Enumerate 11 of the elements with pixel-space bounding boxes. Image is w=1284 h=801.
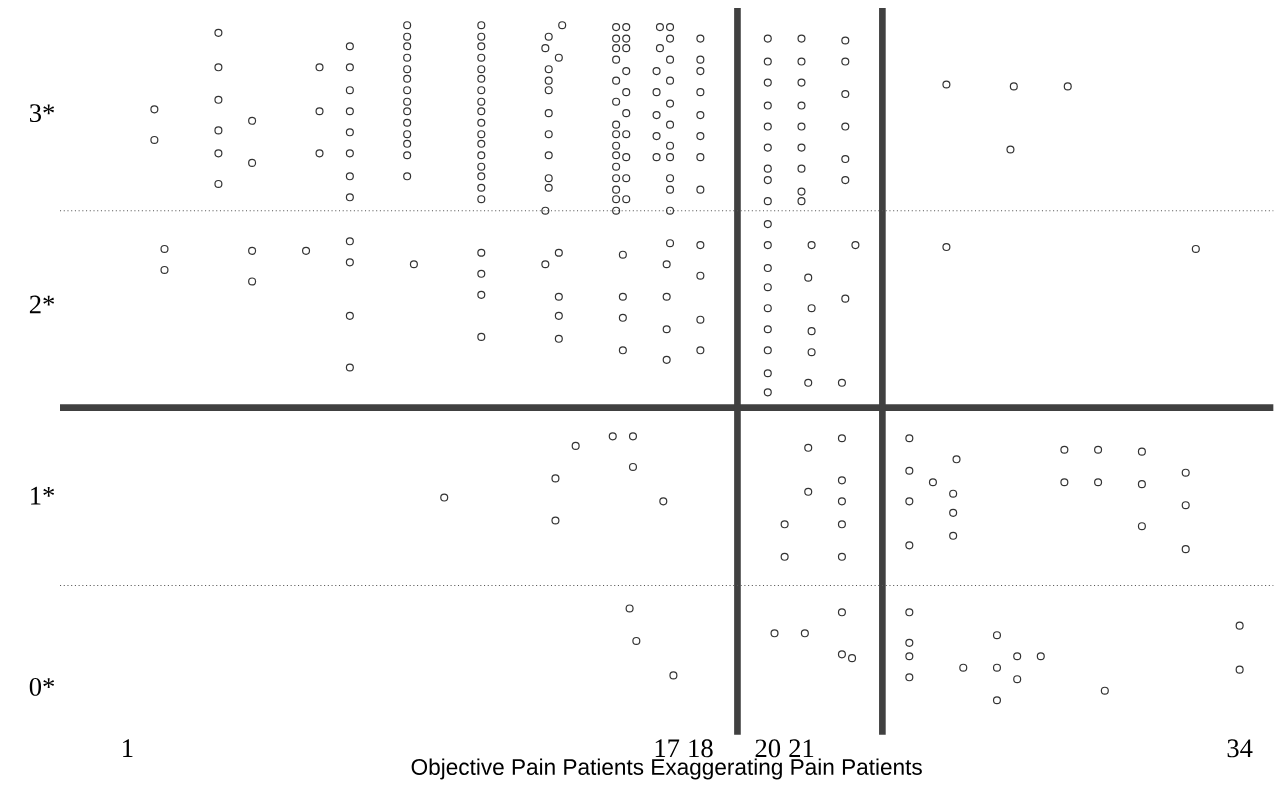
y-tick-label: 3* (30, 104, 55, 122)
x-tick-label: 20 (755, 739, 781, 758)
y-tick-label: 2* (29, 295, 55, 314)
x-tick-label: 34 (1227, 739, 1253, 758)
x-tick-label: 17 (655, 739, 680, 757)
x-tick-label: 1 (123, 739, 133, 757)
x-tick-label: 21 (789, 739, 814, 757)
y-tick-label: 0* (29, 677, 55, 696)
x-tick-label: 18 (689, 739, 713, 758)
y-tick-label: 1* (31, 486, 55, 505)
x-axis-title: Objective Pain Patients Exaggerating Pain Patients (411, 758, 922, 780)
